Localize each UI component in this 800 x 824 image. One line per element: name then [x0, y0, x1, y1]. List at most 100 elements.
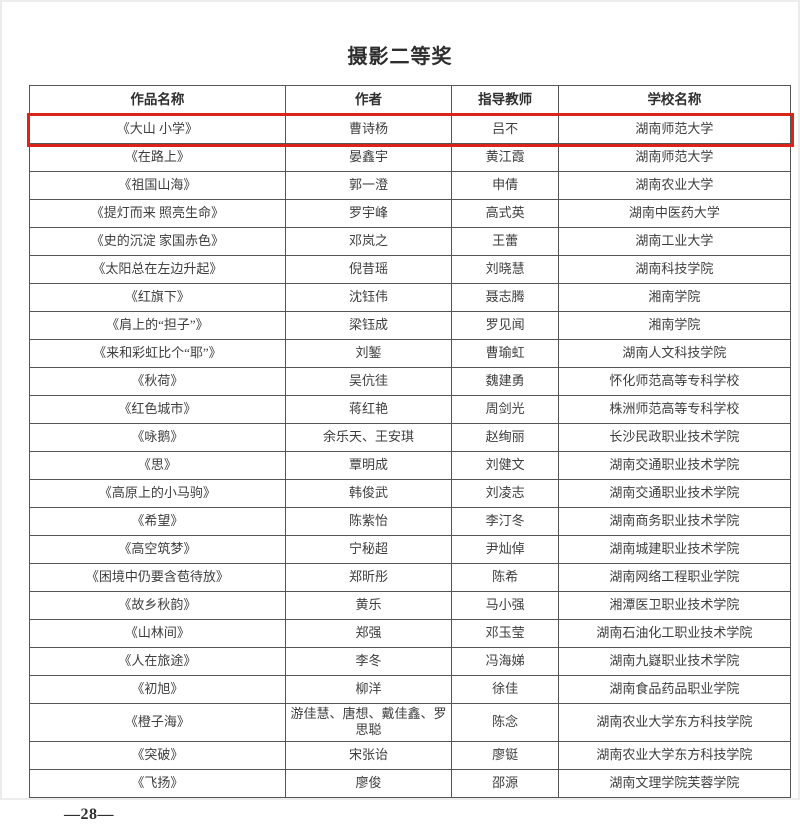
- table-row: 《来和彩虹比个“耶”》 刘錾 曹瑜虹 湖南人文科技学院: [29, 339, 792, 368]
- table-row: 《高空筑梦》 宁秘超 尹灿倬 湖南城建职业技术学院: [29, 535, 792, 564]
- table-body: 《大山 小学》 曹诗杨 吕不 湖南师范大学 《在路上》 晏鑫宇 黄江霞 湖南师范大学 《祖国山海…: [26, 112, 794, 798]
- work-cell: 《在路上》: [29, 143, 286, 172]
- teacher-cell: 聂志腾: [451, 283, 559, 312]
- table-row: 《肩上的“担子”》 梁钰成 罗见闻 湘南学院: [29, 311, 792, 340]
- school-cell: 湘南学院: [557, 283, 792, 312]
- table-row: 《红旗下》 沈钰伟 聂志腾 湘南学院: [29, 283, 792, 312]
- school-cell: 湖南科技学院: [557, 255, 792, 284]
- author-cell: 郭一澄: [284, 171, 453, 200]
- work-cell: 《人在旅途》: [29, 647, 286, 676]
- page-number: —28—: [64, 805, 114, 823]
- work-cell: 《飞扬》: [29, 768, 286, 798]
- column-header: 作者: [284, 85, 453, 116]
- school-cell: 湖南人文科技学院: [557, 339, 792, 368]
- teacher-cell: 罗见闻: [451, 311, 559, 340]
- school-cell: 湖南城建职业技术学院: [557, 535, 792, 564]
- work-cell: 《祖国山海》: [29, 171, 286, 200]
- teacher-cell: 冯海娣: [451, 647, 559, 676]
- author-cell: 韩俊武: [284, 479, 453, 508]
- teacher-cell: 尹灿倬: [451, 535, 559, 564]
- author-cell: 覃明成: [284, 451, 453, 480]
- school-cell: 湖南九嶷职业技术学院: [557, 647, 792, 676]
- work-cell: 《高原上的小马驹》: [29, 479, 286, 508]
- work-cell: 《故乡秋韵》: [29, 591, 286, 620]
- author-cell: 曹诗杨: [284, 115, 453, 144]
- table-row: 《思》 覃明成 刘健文 湖南交通职业技术学院: [29, 451, 792, 480]
- work-cell: 《橙子海》: [29, 703, 286, 742]
- table-row: 《秋荷》 吴伉徍 魏建勇 怀化师范高等专科学校: [29, 367, 792, 396]
- author-cell: 晏鑫宇: [284, 143, 453, 172]
- teacher-cell: 王蕾: [451, 227, 559, 256]
- table-row: 《初旭》 柳洋 徐佳 湖南食品药品职业学院: [29, 675, 792, 704]
- work-cell: 《咏鹅》: [29, 423, 286, 452]
- school-cell: 湖南师范大学: [557, 115, 792, 144]
- author-cell: 柳洋: [284, 675, 453, 704]
- column-header: 指导教师: [451, 85, 559, 116]
- table-row: 《太阳总在左边升起》 倪昔瑶 刘晓慧 湖南科技学院: [29, 255, 792, 284]
- table-row: 《希望》 陈紫怡 李汀冬 湖南商务职业技术学院: [29, 507, 792, 536]
- school-cell: 湘南学院: [557, 311, 792, 340]
- work-cell: 《来和彩虹比个“耶”》: [29, 339, 286, 368]
- table-row: 《在路上》 晏鑫宇 黄江霞 湖南师范大学: [29, 143, 792, 172]
- author-cell: 沈钰伟: [284, 283, 453, 312]
- author-cell: 蒋红艳: [284, 395, 453, 424]
- school-cell: 湖南食品药品职业学院: [557, 675, 792, 704]
- work-cell: 《秋荷》: [29, 367, 286, 396]
- work-cell: 《肩上的“担子”》: [29, 311, 286, 340]
- work-cell: 《大山 小学》: [29, 115, 286, 144]
- table-row: 《咏鹅》 余乐天、王安琪 赵绚丽 长沙民政职业技术学院: [29, 423, 792, 452]
- work-cell: 《思》: [29, 451, 286, 480]
- table-row: 《提灯而来 照亮生命》 罗宇峰 高式英 湖南中医药大学: [29, 199, 792, 228]
- author-cell: 邓岚之: [284, 227, 453, 256]
- work-cell: 《高空筑梦》: [29, 535, 286, 564]
- table-row: 《红色城市》 蒋红艳 周剑光 株洲师范高等专科学校: [29, 395, 792, 424]
- school-cell: 湖南农业大学: [557, 171, 792, 200]
- column-header: 学校名称: [557, 85, 792, 116]
- author-cell: 刘錾: [284, 339, 453, 368]
- work-cell: 《山林间》: [29, 619, 286, 648]
- author-cell: 廖俊: [284, 768, 453, 798]
- author-cell: 余乐天、王安琪: [284, 423, 453, 452]
- teacher-cell: 吕不: [451, 115, 559, 144]
- author-cell: 宋张诒: [284, 740, 453, 770]
- teacher-cell: 刘健文: [451, 451, 559, 480]
- author-cell: 陈紫怡: [284, 507, 453, 536]
- school-cell: 湘潭医卫职业技术学院: [557, 591, 792, 620]
- author-cell: 游佳慧、唐想、戴佳鑫、罗思聪: [284, 703, 453, 742]
- work-cell: 《初旭》: [29, 675, 286, 704]
- school-cell: 株洲师范高等专科学校: [557, 395, 792, 424]
- work-cell: 《困境中仍要含苞待放》: [29, 563, 286, 592]
- school-cell: 湖南交通职业技术学院: [557, 451, 792, 480]
- school-cell: 湖南中医药大学: [557, 199, 792, 228]
- teacher-cell: 廖铤: [451, 740, 559, 770]
- table-row: 《故乡秋韵》 黄乐 马小强 湘潭医卫职业技术学院: [29, 591, 792, 620]
- teacher-cell: 陈希: [451, 563, 559, 592]
- author-cell: 吴伉徍: [284, 367, 453, 396]
- table-row: 《困境中仍要含苞待放》 郑昕彤 陈希 湖南网络工程职业学院: [29, 563, 792, 592]
- teacher-cell: 陈念: [451, 703, 559, 742]
- teacher-cell: 周剑光: [451, 395, 559, 424]
- author-cell: 郑强: [284, 619, 453, 648]
- teacher-cell: 刘晓慧: [451, 255, 559, 284]
- teacher-cell: 邵源: [451, 768, 559, 798]
- school-cell: 湖南石油化工职业技术学院: [557, 619, 792, 648]
- teacher-cell: 李汀冬: [451, 507, 559, 536]
- teacher-cell: 申倩: [451, 171, 559, 200]
- work-cell: 《红旗下》: [29, 283, 286, 312]
- table-row-highlighted: 《大山 小学》 曹诗杨 吕不 湖南师范大学: [26, 112, 794, 147]
- work-cell: 《太阳总在左边升起》: [29, 255, 286, 284]
- teacher-cell: 邓玉莹: [451, 619, 559, 648]
- page-title: 摄影二等奖: [347, 46, 453, 68]
- work-cell: 《史的沉淀 家国赤色》: [29, 227, 286, 256]
- school-cell: 湖南农业大学东方科技学院: [557, 703, 792, 742]
- teacher-cell: 魏建勇: [451, 367, 559, 396]
- teacher-cell: 曹瑜虹: [451, 339, 559, 368]
- work-cell: 《红色城市》: [29, 395, 286, 424]
- school-cell: 湖南农业大学东方科技学院: [557, 740, 792, 770]
- school-cell: 湖南工业大学: [557, 227, 792, 256]
- school-cell: 湖南网络工程职业学院: [557, 563, 792, 592]
- teacher-cell: 马小强: [451, 591, 559, 620]
- teacher-cell: 赵绚丽: [451, 423, 559, 452]
- school-cell: 湖南交通职业技术学院: [557, 479, 792, 508]
- school-cell: 湖南文理学院芙蓉学院: [557, 768, 792, 798]
